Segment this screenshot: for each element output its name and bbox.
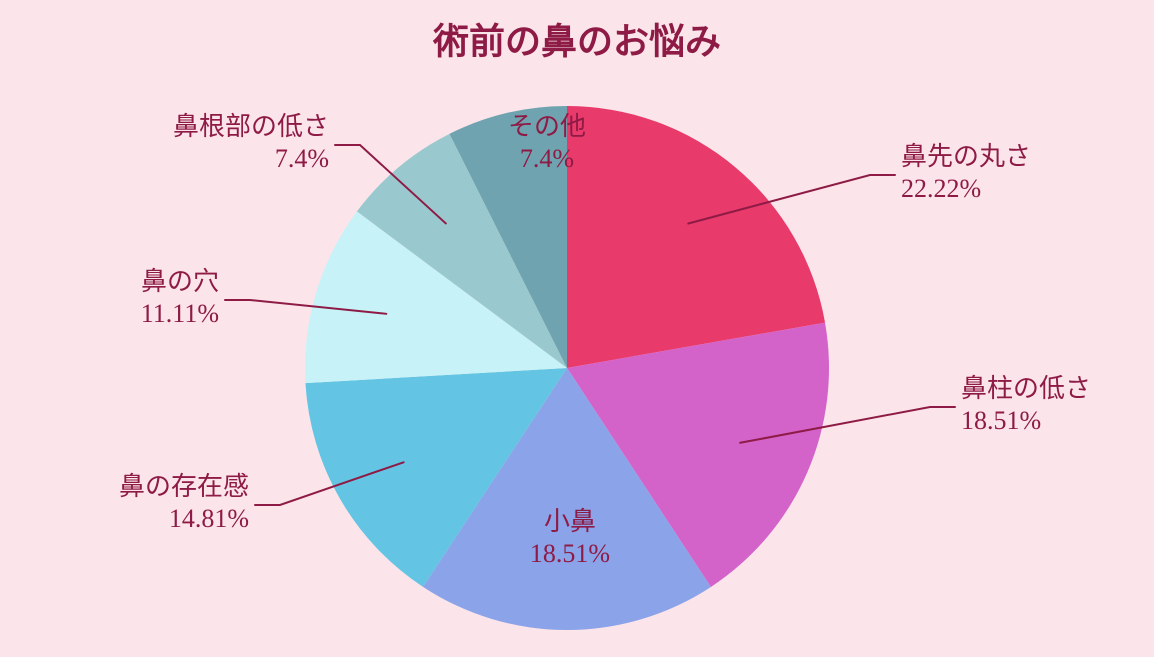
- slice-value: 18.51%: [961, 406, 1041, 435]
- slice-name: 鼻先の丸さ: [901, 142, 1031, 171]
- pie-chart: 術前の鼻のお悩み鼻先の丸さ 22.22% 鼻柱の低さ 18.51% 小鼻 18.51% 鼻の…: [0, 0, 1154, 657]
- slice-name: 鼻根部の低さ: [173, 112, 329, 141]
- slice-value: 18.51%: [530, 539, 610, 568]
- slice-name: 小鼻: [544, 507, 596, 536]
- chart-title: 術前の鼻のお悩み: [432, 22, 721, 62]
- slice-name: 鼻柱の低さ: [961, 374, 1091, 403]
- slice-value: 22.22%: [901, 174, 981, 203]
- slice-value: 7.4%: [520, 144, 574, 173]
- slice-name: 鼻の存在感: [119, 472, 249, 501]
- slice-value: 14.81%: [169, 504, 249, 533]
- slice-name: 鼻の穴: [141, 267, 219, 296]
- slice-name: その他: [508, 112, 586, 141]
- slice-value: 11.11%: [141, 299, 219, 328]
- slice-value: 7.4%: [275, 144, 329, 173]
